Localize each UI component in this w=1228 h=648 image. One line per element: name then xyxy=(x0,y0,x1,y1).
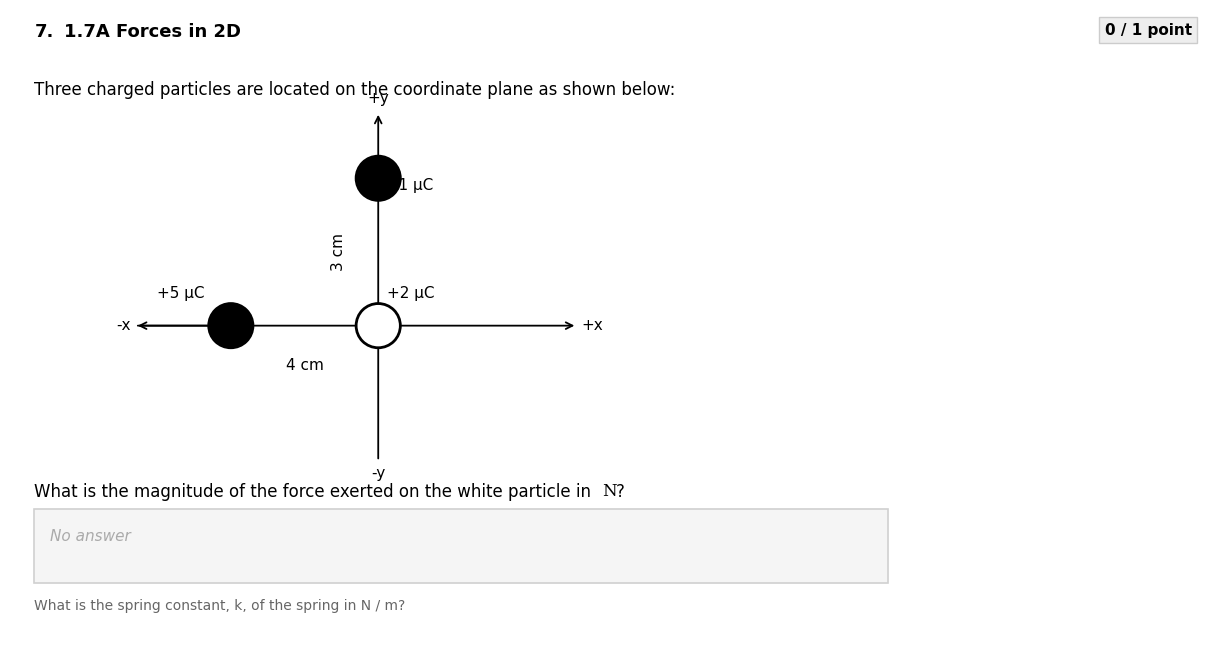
Text: 7.: 7. xyxy=(34,23,54,41)
Text: What is the spring constant, k, of the spring in N / m?: What is the spring constant, k, of the s… xyxy=(34,599,405,614)
Text: -1 μC: -1 μC xyxy=(393,178,433,193)
Text: -y: -y xyxy=(371,466,386,481)
Text: 3 cm: 3 cm xyxy=(330,233,346,271)
Text: +y: +y xyxy=(367,91,389,106)
Text: +2 μC: +2 μC xyxy=(387,286,435,301)
Text: +x: +x xyxy=(582,318,603,333)
Text: N: N xyxy=(602,483,616,500)
Text: Three charged particles are located on the coordinate plane as shown below:: Three charged particles are located on t… xyxy=(34,81,675,99)
Circle shape xyxy=(356,156,400,200)
Text: 1.7A Forces in 2D: 1.7A Forces in 2D xyxy=(64,23,241,41)
Text: +5 μC: +5 μC xyxy=(157,286,205,301)
Text: What is the magnitude of the force exerted on the white particle in: What is the magnitude of the force exert… xyxy=(34,483,597,501)
Circle shape xyxy=(356,303,400,348)
Text: No answer: No answer xyxy=(50,529,130,544)
Text: 0 / 1 point: 0 / 1 point xyxy=(1105,23,1191,38)
FancyBboxPatch shape xyxy=(34,509,888,583)
Circle shape xyxy=(209,303,253,348)
Text: ?: ? xyxy=(615,483,625,501)
Text: -x: -x xyxy=(117,318,130,333)
Text: 4 cm: 4 cm xyxy=(286,358,323,373)
